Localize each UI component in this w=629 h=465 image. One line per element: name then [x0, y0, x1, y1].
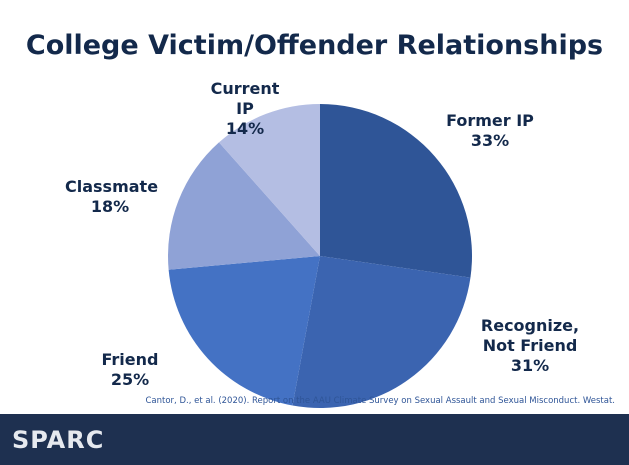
slice-label: Recognize, Not Friend 31%: [475, 316, 585, 376]
value-label: 31%: [510, 356, 550, 375]
logo: SPARC: [12, 426, 105, 454]
slice-label: Current IP 14%: [200, 79, 290, 139]
pie-slice: [168, 256, 320, 406]
category-label: Former IP: [446, 111, 534, 130]
value-label: 18%: [90, 197, 130, 216]
value-label: 33%: [470, 131, 510, 150]
category-label: Current IP: [210, 79, 280, 118]
category-label: Recognize, Not Friend: [480, 316, 580, 355]
footer-bar: [0, 414, 629, 465]
pie-slice: [168, 142, 320, 270]
value-label: 14%: [225, 119, 265, 138]
pie-slice: [320, 104, 472, 278]
pie-slice: [218, 104, 320, 256]
pie-slice: [292, 256, 471, 408]
category-label: Friend: [101, 350, 159, 369]
slice-label: Classmate 18%: [65, 177, 159, 217]
slice-label: Former IP 33%: [445, 111, 535, 151]
category-label: Classmate: [65, 177, 159, 196]
slice-label: Friend 25%: [85, 350, 175, 390]
chart-title: College Victim/Offender Relationships: [25, 30, 604, 61]
source: Cantor, D., et al. (2020). Report on the…: [145, 396, 615, 406]
value-label: 25%: [110, 370, 150, 389]
